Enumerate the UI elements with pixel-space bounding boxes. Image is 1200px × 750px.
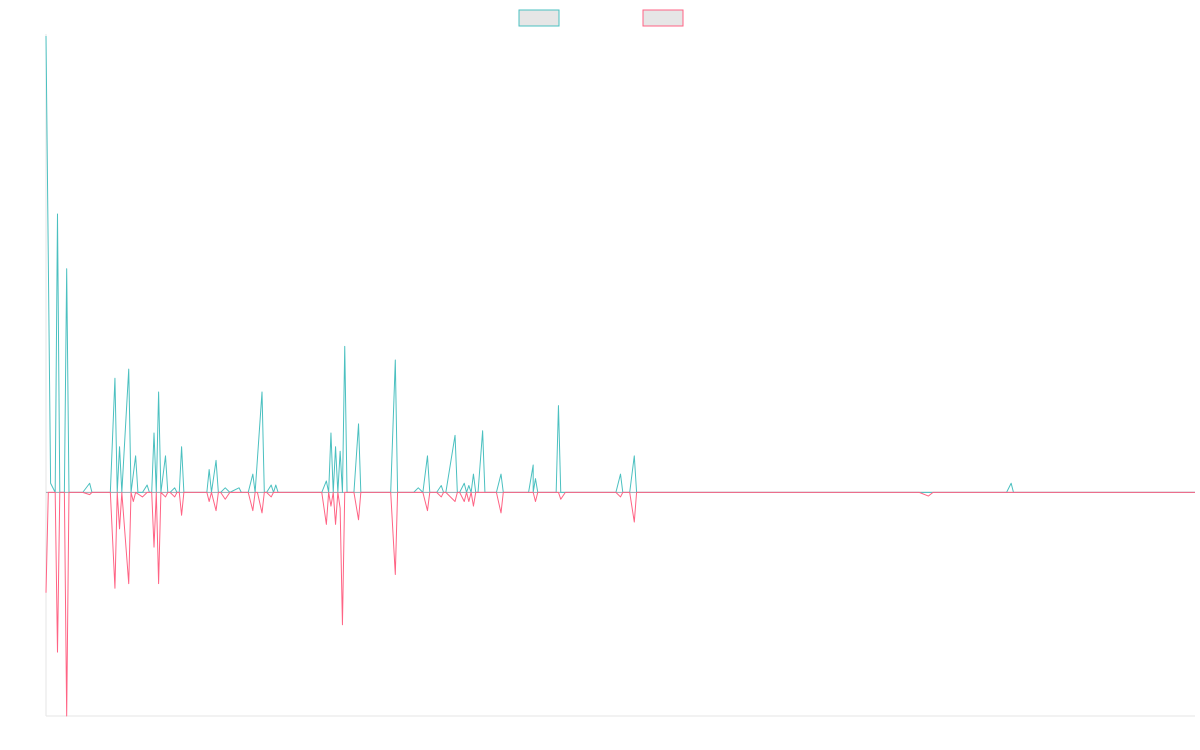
legend-swatch-series-2[interactable] [642, 9, 684, 27]
plot-area [45, 34, 1195, 717]
legend-swatch-series-1[interactable] [518, 9, 560, 27]
legend [518, 9, 684, 27]
series-2-line [45, 491, 1195, 717]
series-1-line [45, 35, 1195, 493]
